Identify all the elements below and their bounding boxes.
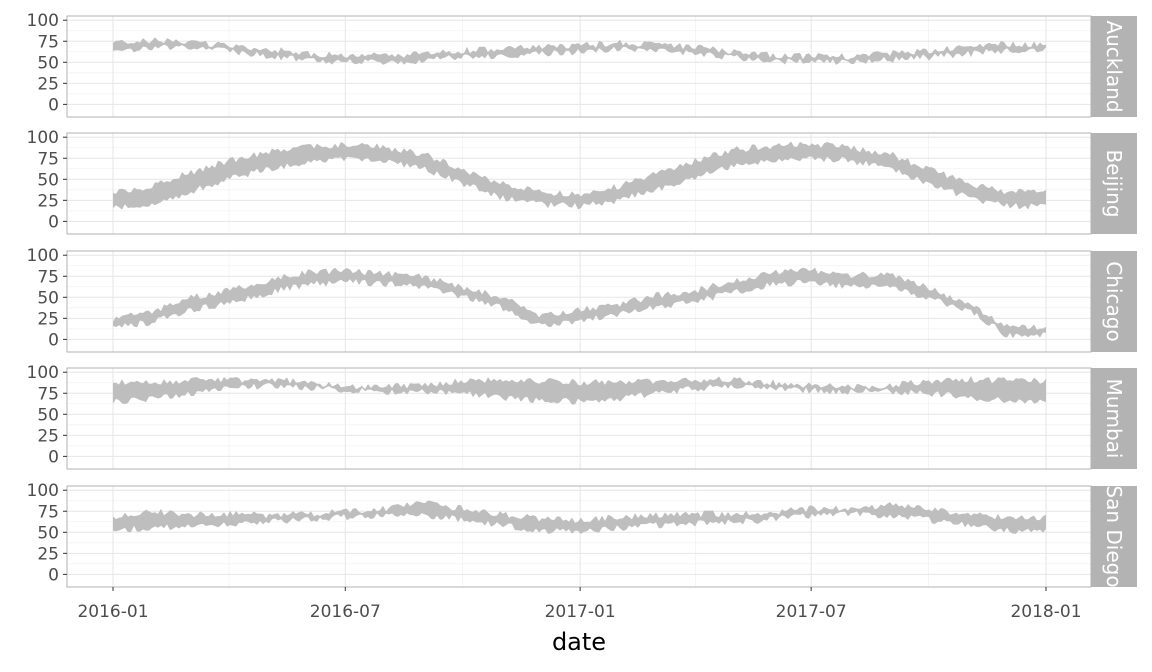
- facet-label: Beijing: [1102, 149, 1126, 217]
- panel-border: [66, 485, 1092, 588]
- facet-strip: [1091, 486, 1137, 587]
- x-tick-label: 2018-01: [1010, 602, 1081, 622]
- facet-label: Mumbai: [1102, 379, 1126, 459]
- x-axis-title: date: [552, 628, 606, 656]
- y-tick-label: 50: [37, 170, 59, 190]
- y-tick-label: 75: [37, 502, 59, 522]
- ribbon-chicago: [113, 267, 1046, 339]
- y-tick-label: 25: [37, 309, 59, 329]
- y-tick-label: 100: [27, 246, 59, 266]
- y-tick-label: 25: [37, 74, 59, 94]
- facet-strip: [1091, 133, 1137, 234]
- y-tick-label: 100: [27, 363, 59, 383]
- ribbon-auckland: [113, 37, 1046, 65]
- y-tick-label: 0: [48, 447, 59, 467]
- panel-border: [66, 15, 1092, 118]
- y-tick-label: 100: [27, 11, 59, 31]
- facet-label: Chicago: [1102, 261, 1126, 341]
- y-tick-label: 100: [27, 128, 59, 148]
- x-tick-label: 2016-07: [310, 602, 381, 622]
- y-tick-label: 0: [48, 330, 59, 350]
- ribbon-san-diego: [113, 500, 1046, 534]
- facet-strip: [1091, 251, 1137, 352]
- y-tick-label: 50: [37, 523, 59, 543]
- facet-label: San Diego: [1102, 485, 1126, 587]
- y-tick-label: 0: [48, 212, 59, 232]
- y-tick-label: 75: [37, 384, 59, 404]
- x-tick-label: 2016-01: [77, 602, 148, 622]
- facet-strip: [1091, 368, 1137, 469]
- facet-strip: [1091, 16, 1137, 117]
- y-tick-label: 50: [37, 405, 59, 425]
- ribbon-beijing: [113, 141, 1046, 210]
- y-tick-label: 75: [37, 149, 59, 169]
- y-tick-label: 25: [37, 544, 59, 564]
- y-tick-label: 0: [48, 565, 59, 585]
- y-tick-label: 25: [37, 191, 59, 211]
- y-tick-label: 25: [37, 426, 59, 446]
- y-tick-label: 75: [37, 267, 59, 287]
- y-tick-label: 50: [37, 288, 59, 308]
- y-tick-label: 100: [27, 481, 59, 501]
- ribbon-mumbai: [113, 376, 1046, 405]
- y-tick-label: 50: [37, 53, 59, 73]
- facet-label: Auckland: [1102, 20, 1126, 112]
- x-tick-label: 2017-07: [776, 602, 847, 622]
- x-tick-label: 2017-01: [545, 602, 616, 622]
- y-tick-label: 0: [48, 95, 59, 115]
- y-tick-label: 75: [37, 32, 59, 52]
